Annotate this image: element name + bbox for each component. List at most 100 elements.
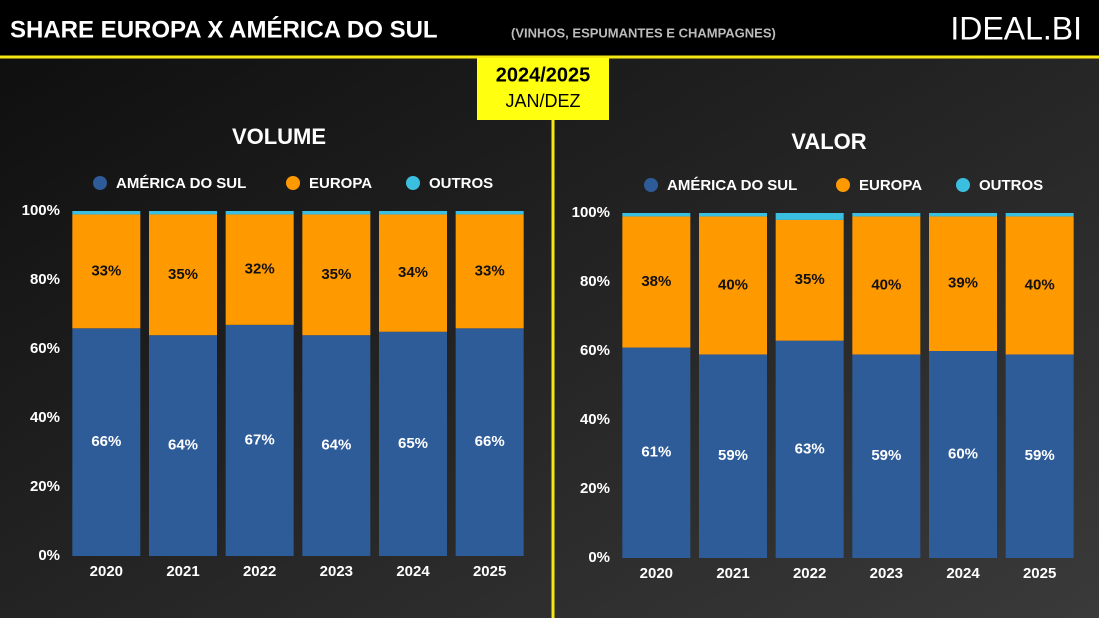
legend-label: AMÉRICA DO SUL xyxy=(116,175,246,192)
x-tick-label: 2021 xyxy=(166,563,199,580)
data-label: 66% xyxy=(91,433,121,450)
legend-label: OUTROS xyxy=(979,177,1043,194)
bar-segment xyxy=(149,211,217,215)
data-label: 65% xyxy=(398,435,428,452)
bar-segment xyxy=(852,354,921,558)
legend-marker xyxy=(644,178,658,192)
x-tick-label: 2024 xyxy=(946,565,980,582)
bar-segment xyxy=(929,216,997,351)
x-tick-label: 2023 xyxy=(870,565,903,582)
bar-segment xyxy=(699,213,767,217)
data-label: 35% xyxy=(795,271,825,288)
legend-marker xyxy=(836,178,850,192)
bar-segment xyxy=(149,335,217,556)
chart-title: VALOR xyxy=(791,129,866,154)
legend-marker xyxy=(286,176,300,190)
data-label: 34% xyxy=(398,264,428,281)
x-tick-label: 2022 xyxy=(793,565,826,582)
data-label: 38% xyxy=(641,273,671,290)
bar-segment xyxy=(225,211,294,215)
legend-label: EUROPA xyxy=(309,175,372,192)
x-tick-label: 2022 xyxy=(243,563,276,580)
data-label: 63% xyxy=(795,440,825,457)
bar-segment xyxy=(775,213,844,220)
y-tick-label: 60% xyxy=(30,340,60,357)
y-tick-label: 40% xyxy=(30,409,60,426)
y-tick-label: 0% xyxy=(38,547,60,564)
months: JAN/DEZ xyxy=(505,91,580,111)
bar-segment xyxy=(929,351,997,558)
data-label: 40% xyxy=(1025,276,1055,293)
legend-label: OUTROS xyxy=(429,175,493,192)
x-tick-label: 2025 xyxy=(1023,565,1056,582)
x-tick-label: 2020 xyxy=(640,565,673,582)
bar-segment xyxy=(852,216,921,355)
y-tick-label: 100% xyxy=(22,202,60,219)
bar-segment xyxy=(622,347,691,558)
legend-marker xyxy=(956,178,970,192)
legend-label: AMÉRICA DO SUL xyxy=(667,177,797,194)
bar-segment xyxy=(225,324,294,556)
bar-segment xyxy=(699,216,767,355)
logo: IDEAL.BI xyxy=(950,10,1082,46)
bar-segment xyxy=(302,214,371,336)
data-label: 59% xyxy=(718,447,748,464)
data-label: 59% xyxy=(1025,447,1055,464)
bar-segment xyxy=(149,214,217,336)
bar-segment xyxy=(699,354,767,558)
chart-title: VOLUME xyxy=(232,124,326,149)
data-label: 33% xyxy=(91,262,121,279)
bar-segment xyxy=(302,335,371,556)
data-label: 33% xyxy=(475,262,505,279)
bar-segment xyxy=(622,213,691,217)
data-label: 35% xyxy=(321,266,351,283)
bar-segment xyxy=(302,211,371,215)
bar-segment xyxy=(379,214,447,332)
header-bar xyxy=(0,0,1099,57)
bar-segment xyxy=(72,328,141,556)
data-label: 39% xyxy=(948,275,978,292)
x-tick-label: 2024 xyxy=(396,563,430,580)
header-subtitle: (VINHOS, ESPUMANTES E CHAMPAGNES) xyxy=(511,25,776,40)
bar-segment xyxy=(1005,216,1074,355)
data-label: 35% xyxy=(168,266,198,283)
bar-segment xyxy=(1005,213,1074,217)
legend-label: EUROPA xyxy=(859,177,922,194)
data-label: 40% xyxy=(718,276,748,293)
y-tick-label: 100% xyxy=(572,204,610,221)
bar-segment xyxy=(379,331,447,556)
x-tick-label: 2023 xyxy=(320,563,353,580)
bar-segment xyxy=(775,219,844,341)
bar-segment xyxy=(775,340,844,558)
data-label: 67% xyxy=(245,431,275,448)
bar-segment xyxy=(455,214,524,329)
bar-segment xyxy=(622,216,691,348)
data-label: 32% xyxy=(245,261,275,278)
bar-segment xyxy=(455,211,524,215)
bar-segment xyxy=(929,213,997,217)
data-label: 40% xyxy=(871,276,901,293)
bar-segment xyxy=(1005,354,1074,558)
x-tick-label: 2025 xyxy=(473,563,506,580)
x-tick-label: 2020 xyxy=(90,563,123,580)
y-tick-label: 40% xyxy=(580,411,610,428)
bar-segment xyxy=(379,211,447,215)
data-label: 64% xyxy=(168,437,198,454)
bar-segment xyxy=(455,328,524,556)
data-label: 60% xyxy=(948,445,978,462)
data-label: 66% xyxy=(475,433,505,450)
x-tick-label: 2021 xyxy=(716,565,749,582)
data-label: 59% xyxy=(871,447,901,464)
y-tick-label: 20% xyxy=(580,480,610,497)
bar-segment xyxy=(72,211,141,215)
header-title: SHARE EUROPA X AMÉRICA DO SUL xyxy=(10,15,438,43)
y-tick-label: 0% xyxy=(588,549,610,566)
bar-segment xyxy=(852,213,921,217)
y-tick-label: 80% xyxy=(30,271,60,288)
period-box xyxy=(477,58,609,120)
y-tick-label: 20% xyxy=(30,478,60,495)
data-label: 61% xyxy=(641,444,671,461)
bar-segment xyxy=(225,214,294,325)
